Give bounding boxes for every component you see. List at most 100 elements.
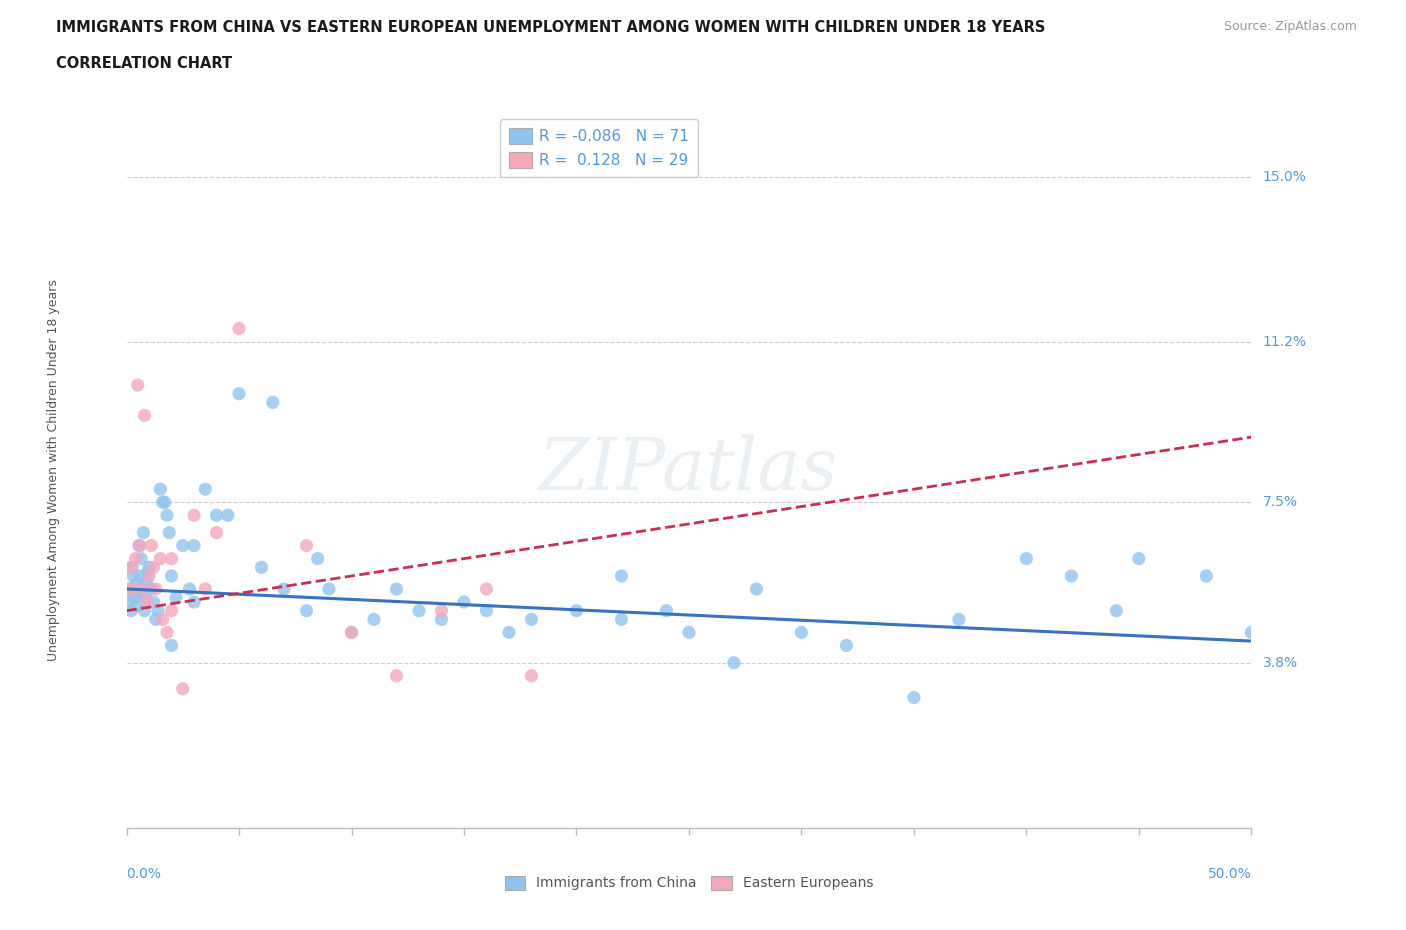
- Point: [948, 612, 970, 627]
- Point: [903, 690, 925, 705]
- Point: [127, 586, 149, 601]
- Point: [124, 578, 146, 592]
- Point: [790, 625, 813, 640]
- Point: [678, 625, 700, 640]
- Point: [194, 581, 217, 596]
- Point: [183, 594, 205, 609]
- Point: [340, 625, 363, 640]
- Point: [745, 581, 768, 596]
- Point: [122, 568, 145, 583]
- Point: [262, 395, 284, 410]
- Point: [141, 538, 163, 553]
- Point: [134, 408, 156, 423]
- Point: [136, 565, 159, 579]
- Point: [453, 594, 475, 609]
- Text: ZIPatlas: ZIPatlas: [538, 434, 839, 505]
- Point: [156, 625, 179, 640]
- Point: [183, 508, 205, 523]
- Point: [179, 581, 201, 596]
- Text: 50.0%: 50.0%: [1208, 867, 1251, 881]
- Point: [138, 568, 160, 583]
- Point: [340, 625, 363, 640]
- Text: 15.0%: 15.0%: [1263, 169, 1306, 184]
- Point: [165, 591, 187, 605]
- Point: [135, 594, 157, 609]
- Point: [655, 604, 678, 618]
- Point: [129, 568, 152, 583]
- Point: [498, 625, 520, 640]
- Point: [152, 495, 174, 510]
- Point: [172, 538, 194, 553]
- Point: [157, 525, 180, 540]
- Text: IMMIGRANTS FROM CHINA VS EASTERN EUROPEAN UNEMPLOYMENT AMONG WOMEN WITH CHILDREN: IMMIGRANTS FROM CHINA VS EASTERN EUROPEA…: [56, 20, 1046, 35]
- Point: [610, 568, 633, 583]
- Point: [430, 604, 453, 618]
- Point: [194, 482, 217, 497]
- Point: [273, 581, 295, 596]
- Point: [475, 581, 498, 596]
- Point: [124, 591, 146, 605]
- Point: [205, 525, 228, 540]
- Point: [835, 638, 858, 653]
- Point: [145, 612, 167, 627]
- Point: [138, 560, 160, 575]
- Point: [118, 581, 141, 596]
- Point: [149, 482, 172, 497]
- Point: [153, 495, 176, 510]
- Point: [520, 669, 543, 684]
- Point: [723, 656, 745, 671]
- Text: 11.2%: 11.2%: [1263, 335, 1306, 349]
- Point: [160, 604, 183, 618]
- Point: [385, 581, 408, 596]
- Point: [183, 538, 205, 553]
- Point: [135, 573, 157, 588]
- Point: [295, 604, 318, 618]
- Point: [127, 378, 149, 392]
- Point: [120, 560, 142, 575]
- Point: [141, 581, 163, 596]
- Point: [146, 604, 169, 618]
- Point: [1240, 625, 1263, 640]
- Point: [408, 604, 430, 618]
- Text: 3.8%: 3.8%: [1263, 656, 1298, 670]
- Point: [120, 604, 142, 618]
- Point: [217, 508, 239, 523]
- Point: [228, 386, 250, 401]
- Point: [160, 638, 183, 653]
- Point: [1060, 568, 1083, 583]
- Point: [124, 551, 146, 566]
- Point: [129, 551, 152, 566]
- Text: 7.5%: 7.5%: [1263, 495, 1298, 510]
- Point: [134, 604, 156, 618]
- Point: [135, 591, 157, 605]
- Point: [1128, 551, 1150, 566]
- Point: [1195, 568, 1218, 583]
- Point: [142, 594, 165, 609]
- Point: [363, 612, 385, 627]
- Point: [295, 538, 318, 553]
- Point: [565, 604, 588, 618]
- Point: [318, 581, 340, 596]
- Point: [1105, 604, 1128, 618]
- Point: [172, 682, 194, 697]
- Point: [610, 612, 633, 627]
- Point: [131, 581, 153, 596]
- Point: [122, 581, 145, 596]
- Point: [475, 604, 498, 618]
- Point: [160, 551, 183, 566]
- Point: [131, 581, 153, 596]
- Point: [121, 560, 143, 575]
- Point: [1015, 551, 1038, 566]
- Point: [307, 551, 329, 566]
- Point: [160, 568, 183, 583]
- Point: [228, 321, 250, 336]
- Text: 0.0%: 0.0%: [127, 867, 162, 881]
- Point: [250, 560, 273, 575]
- Point: [128, 538, 150, 553]
- Point: [205, 508, 228, 523]
- Point: [152, 612, 174, 627]
- Text: CORRELATION CHART: CORRELATION CHART: [56, 56, 232, 71]
- Point: [125, 599, 148, 614]
- Point: [118, 581, 141, 596]
- Text: Source: ZipAtlas.com: Source: ZipAtlas.com: [1223, 20, 1357, 33]
